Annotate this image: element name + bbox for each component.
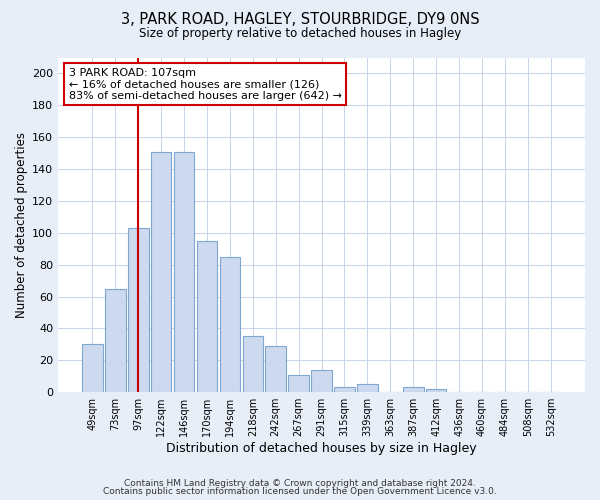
Text: Size of property relative to detached houses in Hagley: Size of property relative to detached ho… <box>139 28 461 40</box>
Text: Contains HM Land Registry data © Crown copyright and database right 2024.: Contains HM Land Registry data © Crown c… <box>124 478 476 488</box>
Bar <box>403 388 424 392</box>
Bar <box>128 228 149 392</box>
Bar <box>151 152 172 392</box>
Bar <box>334 388 355 392</box>
Bar <box>265 346 286 392</box>
X-axis label: Distribution of detached houses by size in Hagley: Distribution of detached houses by size … <box>166 442 477 455</box>
Y-axis label: Number of detached properties: Number of detached properties <box>15 132 28 318</box>
Bar <box>174 152 194 392</box>
Text: 3 PARK ROAD: 107sqm
← 16% of detached houses are smaller (126)
83% of semi-detac: 3 PARK ROAD: 107sqm ← 16% of detached ho… <box>68 68 341 100</box>
Bar <box>82 344 103 392</box>
Bar <box>426 389 446 392</box>
Bar <box>311 370 332 392</box>
Text: Contains public sector information licensed under the Open Government Licence v3: Contains public sector information licen… <box>103 488 497 496</box>
Bar <box>220 256 240 392</box>
Bar <box>242 336 263 392</box>
Bar <box>197 241 217 392</box>
Bar <box>105 288 125 392</box>
Text: 3, PARK ROAD, HAGLEY, STOURBRIDGE, DY9 0NS: 3, PARK ROAD, HAGLEY, STOURBRIDGE, DY9 0… <box>121 12 479 28</box>
Bar <box>289 374 309 392</box>
Bar <box>357 384 378 392</box>
